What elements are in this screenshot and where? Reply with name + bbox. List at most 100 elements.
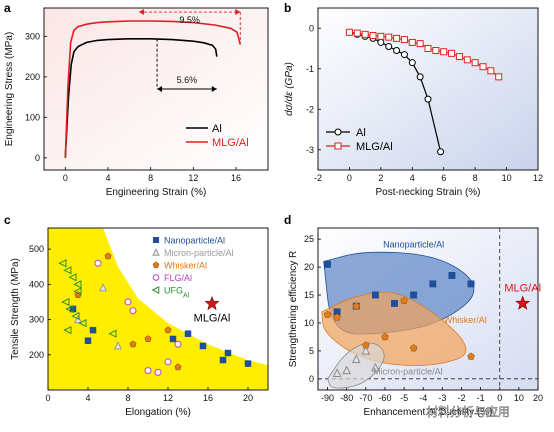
x-tick-label: 0 — [497, 393, 502, 403]
data-point-flg-al — [164, 358, 172, 366]
data-point-nanoparticle-al — [199, 342, 207, 350]
x-tick-label: 12 — [533, 173, 543, 183]
legend-label: Micron-particle/Al — [164, 248, 234, 258]
data-point-ufg-al — [71, 311, 80, 321]
x-axis-label: Elongation (%) — [125, 407, 191, 418]
panel-label-a: a — [4, 1, 11, 15]
data-point-al — [393, 47, 401, 55]
data-point-micron-particle-al — [371, 362, 380, 372]
data-point-micron-particle-al — [342, 365, 352, 375]
panel-label-c: c — [4, 213, 11, 227]
data-point-mlg-al — [408, 38, 416, 46]
x-tick-label: 20 — [533, 393, 543, 403]
y-axis-label: Strengthening efficiency R — [288, 251, 299, 368]
data-point-al — [424, 95, 432, 103]
x-axis-label: Post-necking Strain (%) — [375, 187, 480, 198]
panel-d-efficiency-ductility: -90 -80 -70 -60 -5 -4 -3 -2 -1 0 10 20 0 5 10 15 20 25 Enh… — [288, 227, 543, 418]
data-point-nanoparticle-al — [429, 280, 437, 288]
legend-label: FLG/Al — [164, 273, 192, 283]
x-tick-label: 6 — [441, 173, 446, 183]
data-point-al — [400, 51, 408, 59]
data-point-nanoparticle-al — [169, 335, 177, 343]
data-point-mlg-al — [369, 32, 377, 40]
legend-label: MLG/Al — [212, 137, 249, 149]
data-point-whisker-al — [174, 363, 182, 371]
data-point-micron-particle-al — [113, 341, 123, 350]
x-tick-label: 20 — [243, 393, 253, 403]
data-point-ufg-al — [73, 287, 82, 296]
panel-b-hardening-rate: -2 0 2 4 6 8 10 12 0 -1 -2 -3 Post-necking Strain (%… — [284, 7, 543, 198]
x-tick-label: 4 — [105, 173, 110, 183]
x-tick-label: 12 — [188, 173, 198, 183]
panel-c-strength-elongation: 0 4 8 12 16 20 200 300 400 500 Elongation (%) Tensi… — [10, 227, 269, 418]
x-tick-label: 4 — [410, 173, 415, 183]
data-point-mlg-al — [400, 36, 408, 44]
data-point-mlg-al — [463, 56, 471, 64]
tradeoff-region — [48, 228, 268, 390]
x-tick-label: 0 — [347, 173, 352, 183]
watermark: 材料分析与应用 — [426, 404, 510, 419]
data-point-mlg-al — [353, 29, 361, 37]
data-point-ufg-al — [78, 318, 87, 328]
mlg-al-star — [515, 295, 531, 310]
x-tick-label: 10 — [514, 393, 524, 403]
legend-marker — [151, 286, 160, 294]
data-point-al — [385, 42, 393, 50]
data-point-whisker-al — [104, 252, 112, 260]
data-point-al — [377, 38, 385, 46]
plot-frame — [47, 227, 269, 391]
group-region-micron-particle-al — [327, 342, 385, 389]
data-point-nanoparticle-al — [410, 291, 418, 299]
group-label: Micron-particle/Al — [373, 366, 443, 376]
annotation-red: 9.5% — [179, 15, 200, 25]
x-tick-label: 0 — [63, 173, 68, 183]
x-tick-label: 10 — [502, 173, 512, 183]
mlg-al-label: MLG/Al — [504, 282, 541, 294]
series-line-mlg-al — [64, 20, 242, 158]
data-point-micron-particle-al — [332, 368, 342, 377]
data-point-flg-al — [94, 259, 102, 267]
data-point-ufg-al — [63, 266, 72, 275]
panel-a-stress-strain: 0 4 8 12 16 0 100 200 300 Engineering Strain (%) E… — [4, 7, 269, 198]
x-tick-label: 12 — [163, 393, 173, 403]
data-point-mlg-al — [377, 32, 385, 40]
x-tick-label: 8 — [148, 173, 153, 183]
data-point-nanoparticle-al — [324, 260, 332, 268]
y-tick-label: 100 — [25, 112, 40, 122]
x-tick-label: -60 — [378, 393, 391, 403]
x-tick-label: -4 — [419, 393, 427, 403]
y-tick-label: 20 — [304, 262, 314, 272]
x-axis-label: Engineering Strain (%) — [106, 187, 207, 198]
data-point-mlg-al — [440, 48, 448, 56]
panel-label-d: d — [284, 213, 291, 227]
legend-marker — [334, 142, 342, 150]
annotation-black: 5.6% — [177, 75, 198, 85]
panel-label-b: b — [284, 1, 291, 15]
data-point-whisker-al — [164, 326, 172, 334]
x-tick-label: 16 — [231, 173, 241, 183]
y-tick-label: 25 — [304, 234, 314, 244]
x-tick-label: -1 — [477, 393, 485, 403]
data-point-nanoparticle-al — [89, 326, 97, 334]
legend-marker — [334, 128, 342, 136]
plot-frame — [43, 7, 269, 171]
data-point-mlg-al — [432, 47, 440, 55]
legend-marker — [152, 248, 160, 256]
y-tick-label: 5 — [309, 346, 314, 356]
data-point-mlg-al — [487, 67, 495, 75]
data-point-ufg-al — [65, 304, 74, 314]
x-tick-label: -70 — [359, 393, 372, 403]
y-axis-label: Engineering Stress (MPa) — [4, 32, 15, 147]
data-point-micron-particle-al — [351, 354, 361, 363]
y-tick-label: 15 — [304, 290, 314, 300]
data-point-whisker-al — [381, 332, 389, 341]
data-point-whisker-al — [129, 340, 137, 348]
y-tick-label: -1 — [306, 64, 314, 74]
plot-background — [44, 8, 268, 170]
x-tick-label: 8 — [125, 393, 130, 403]
data-point-mlg-al — [424, 45, 432, 52]
data-point-nanoparticle-al — [184, 330, 192, 337]
data-point-nanoparticle-al — [467, 280, 475, 288]
data-point-flg-al — [154, 368, 162, 376]
y-tick-label: 0 — [309, 374, 314, 384]
